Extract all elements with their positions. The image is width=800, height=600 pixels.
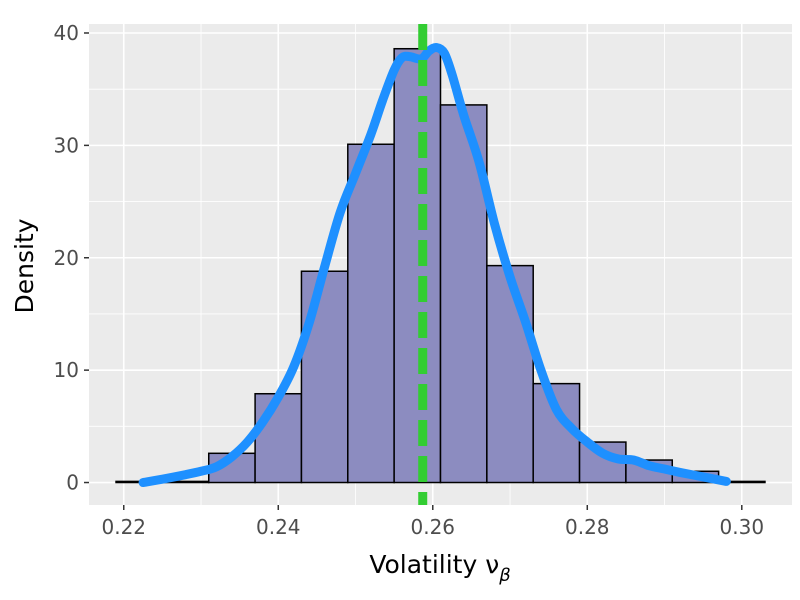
x-tick-label: 0.24 [256,515,301,539]
density-curve [138,43,731,488]
x-tick-label: 0.30 [720,515,765,539]
x-axis-title: Volatility νβ [369,550,510,586]
histogram-bar [393,47,442,484]
y-axis-ticks: 0 10 20 30 40 [54,21,89,495]
histogram-bar [254,392,303,484]
y-axis-title: Density [10,218,39,313]
x-axis-ticks: 0.22 0.24 0.26 0.28 0.30 [101,505,764,539]
histogram-bar [486,264,534,484]
y-tick-label: 0 [66,471,79,495]
histogram-bar [347,143,395,484]
x-tick-label: 0.22 [101,515,146,539]
x-axis-title-subscript: β [498,565,511,586]
x-axis-title-main: Volatility ν [369,550,499,579]
y-tick-label: 10 [54,358,79,382]
density-curve-layer [138,43,731,488]
x-tick-label: 0.26 [411,515,456,539]
y-tick-label: 20 [54,246,79,270]
y-tick-label: 40 [54,21,79,45]
y-tick-label: 30 [54,133,79,157]
histogram-bar [300,270,349,484]
x-tick-label: 0.28 [565,515,610,539]
